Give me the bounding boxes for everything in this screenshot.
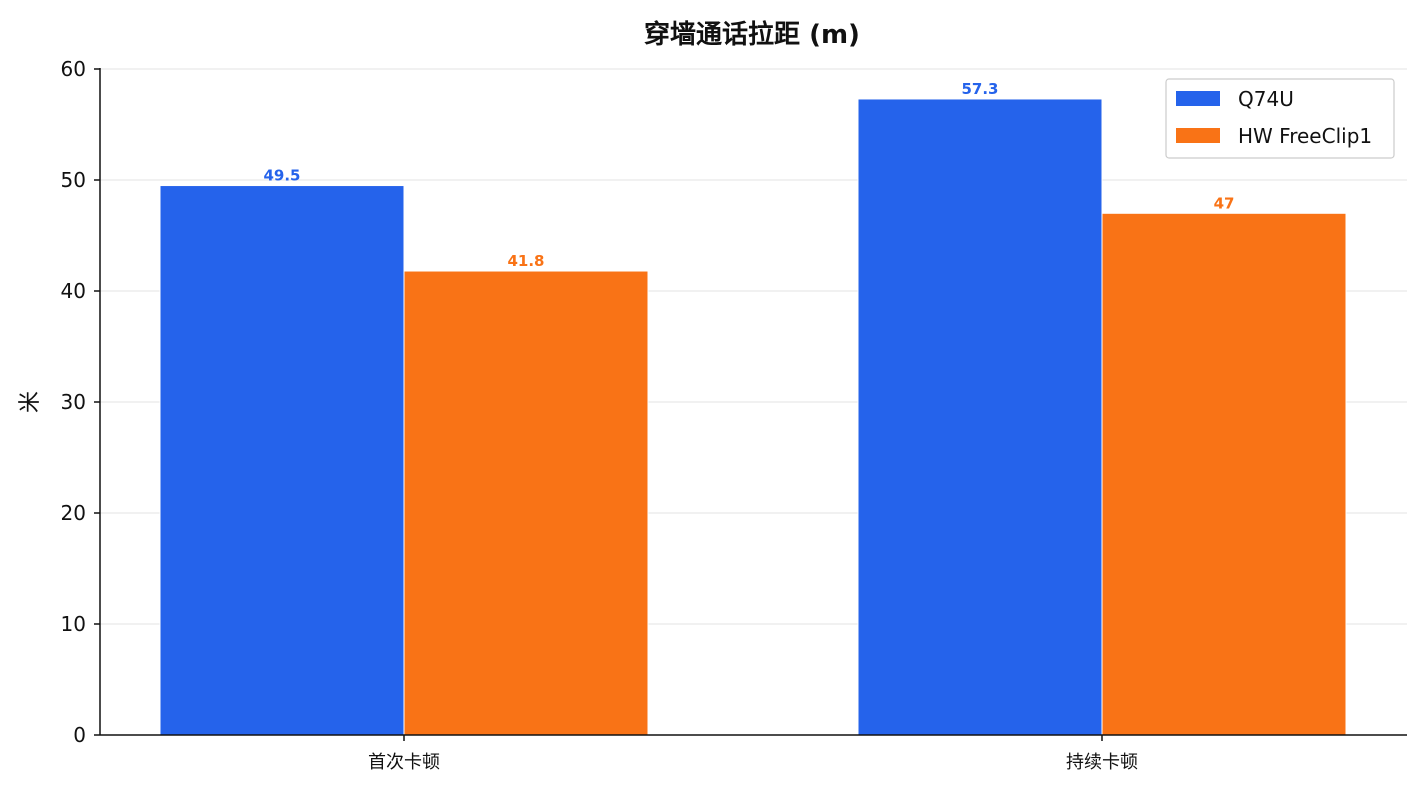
x-tick-label: 持续卡顿: [1066, 752, 1138, 773]
bar-q74u-0: [159, 185, 405, 736]
bar-hw-freeclip1-1: [1101, 212, 1347, 736]
legend-swatch-hw-freeclip1: [1176, 128, 1220, 143]
data-label: 49.5: [263, 167, 300, 185]
bar-hw-freeclip1-0: [403, 270, 649, 736]
x-tick-label: 首次卡顿: [368, 752, 440, 773]
y-tick-label: 60: [61, 57, 86, 81]
bars: [159, 98, 1347, 736]
data-label: 57.3: [961, 80, 998, 98]
legend: Q74U HW FreeClip1: [1165, 78, 1395, 159]
y-tick-label: 30: [61, 390, 86, 414]
y-tick-label: 40: [61, 279, 86, 303]
y-axis-label: 米: [18, 391, 43, 413]
data-label: 41.8: [507, 252, 544, 270]
y-tick-label: 20: [61, 501, 86, 525]
y-tick-label: 10: [61, 612, 86, 636]
legend-label-q74u: Q74U: [1238, 87, 1294, 111]
x-ticks: 首次卡顿 持续卡顿: [368, 735, 1138, 773]
legend-label-hw-freeclip1: HW FreeClip1: [1238, 124, 1372, 148]
chart-title: 穿墙通话拉距 (m): [644, 19, 860, 50]
bar-q74u-1: [857, 98, 1103, 736]
data-label: 47: [1214, 194, 1235, 212]
y-tick-label: 50: [61, 168, 86, 192]
legend-swatch-q74u: [1176, 91, 1220, 106]
y-tick-label: 0: [73, 723, 86, 747]
legend-box: [1165, 78, 1395, 159]
y-ticks: 0 10 20 30 40 50 60: [61, 57, 100, 747]
data-labels: 49.5 41.8 57.3 47: [263, 80, 1234, 270]
